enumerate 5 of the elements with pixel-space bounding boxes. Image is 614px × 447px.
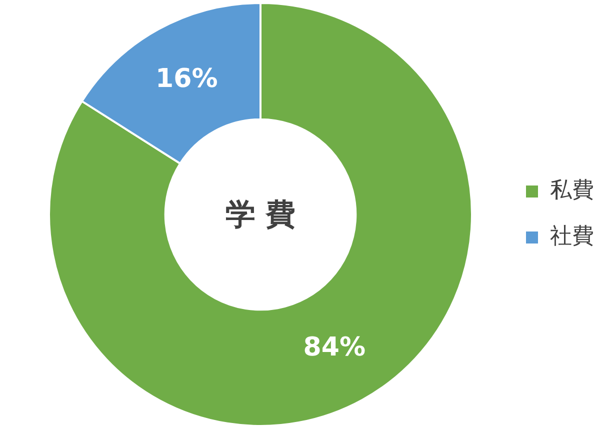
text: 学 費 [225,197,296,232]
data-label: 16% [156,64,218,94]
data-label: 84% [303,332,366,363]
legend-label: 社費 [550,224,594,250]
legend-label: 私費 [550,178,594,204]
